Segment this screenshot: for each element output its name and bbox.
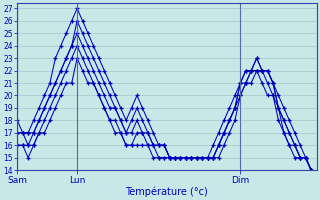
X-axis label: Température (°c): Température (°c): [125, 186, 208, 197]
